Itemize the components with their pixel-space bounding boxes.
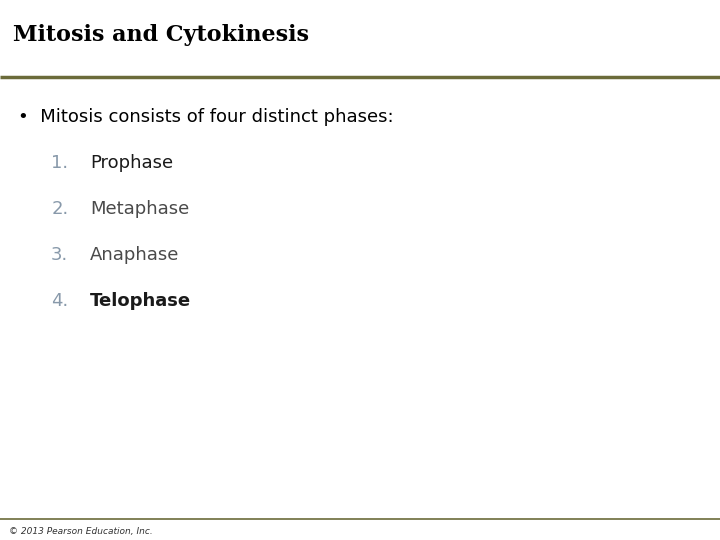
Text: Prophase: Prophase [90, 154, 173, 172]
Text: 2.: 2. [51, 200, 68, 218]
Text: © 2013 Pearson Education, Inc.: © 2013 Pearson Education, Inc. [9, 526, 153, 536]
Text: •  Mitosis consists of four distinct phases:: • Mitosis consists of four distinct phas… [18, 108, 394, 126]
Text: Mitosis and Cytokinesis: Mitosis and Cytokinesis [13, 24, 309, 46]
Text: Telophase: Telophase [90, 292, 191, 309]
Text: Metaphase: Metaphase [90, 200, 189, 218]
Text: 1.: 1. [51, 154, 68, 172]
Text: 3.: 3. [51, 246, 68, 264]
Text: 4.: 4. [51, 292, 68, 309]
Text: Anaphase: Anaphase [90, 246, 179, 264]
